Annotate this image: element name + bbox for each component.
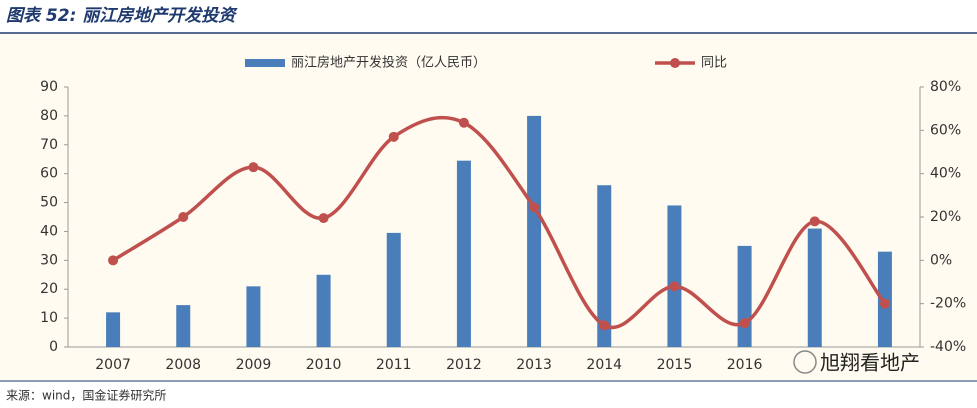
line-point: [248, 162, 259, 173]
legend-swatch: [245, 59, 285, 67]
x-tick-label: 2015: [657, 357, 693, 373]
y2-tick-label: 20%: [930, 209, 961, 225]
x-tick-label: 2013: [516, 357, 552, 373]
line-point: [599, 320, 610, 331]
y2-tick-label: 40%: [930, 166, 961, 182]
bar: [386, 232, 401, 347]
line-point: [458, 117, 469, 128]
legend-label: 同比: [701, 56, 727, 71]
watermark: 旭翔看地产: [793, 350, 920, 375]
legend-label: 丽江房地产开发投资（亿人民币）: [291, 55, 486, 71]
y-tick-label: 70: [40, 137, 58, 153]
line-point: [879, 298, 890, 309]
bar: [737, 245, 752, 347]
header-title: 图表 52: 丽江房地产开发投资: [6, 6, 238, 26]
y-tick-label: 30: [40, 252, 58, 268]
y2-tick-label: -20%: [930, 296, 966, 312]
bar: [456, 160, 471, 347]
y-tick-label: 80: [40, 108, 58, 124]
bar: [106, 312, 121, 347]
y-tick-label: 60: [40, 166, 58, 182]
x-tick-label: 2014: [586, 357, 622, 373]
y-tick-label: 50: [40, 195, 58, 211]
line-point: [178, 212, 189, 222]
y2-tick-label: 0%: [930, 252, 952, 268]
y2-tick-label: -40%: [930, 339, 966, 355]
line-point: [108, 255, 119, 266]
bar: [316, 274, 331, 347]
y2-tick-label: 80%: [930, 79, 961, 95]
y-tick-label: 20: [40, 281, 58, 297]
bar: [176, 305, 191, 347]
legend-swatch: [670, 58, 680, 68]
line-point: [669, 281, 680, 292]
x-tick-label: 2007: [95, 357, 131, 373]
bar: [246, 286, 261, 347]
y-tick-label: 10: [40, 310, 58, 326]
y2-tick-label: 60%: [930, 122, 961, 138]
x-tick-label: 2012: [446, 357, 482, 373]
x-tick-label: 2009: [236, 357, 272, 373]
x-tick-label: 2008: [165, 357, 201, 373]
line-point: [529, 202, 540, 213]
watermark-icon: [793, 350, 817, 374]
x-tick-label: 2011: [376, 357, 412, 373]
line-point: [809, 216, 820, 227]
y-tick-label: 90: [40, 79, 58, 95]
bar: [807, 228, 822, 347]
bar: [527, 115, 542, 347]
bar: [597, 185, 612, 347]
y-tick-label: 0: [49, 339, 58, 355]
x-tick-label: 2010: [306, 357, 342, 373]
y-tick-label: 40: [40, 223, 58, 239]
source: 来源：wind，国金证券研究所: [6, 388, 166, 403]
chart-background: [0, 34, 977, 380]
line-point: [318, 213, 329, 224]
line-point: [388, 131, 399, 142]
line-point: [739, 318, 750, 329]
watermark-text: 旭翔看地产: [820, 351, 920, 375]
bar: [667, 205, 682, 347]
x-tick-label: 2016: [727, 357, 763, 373]
